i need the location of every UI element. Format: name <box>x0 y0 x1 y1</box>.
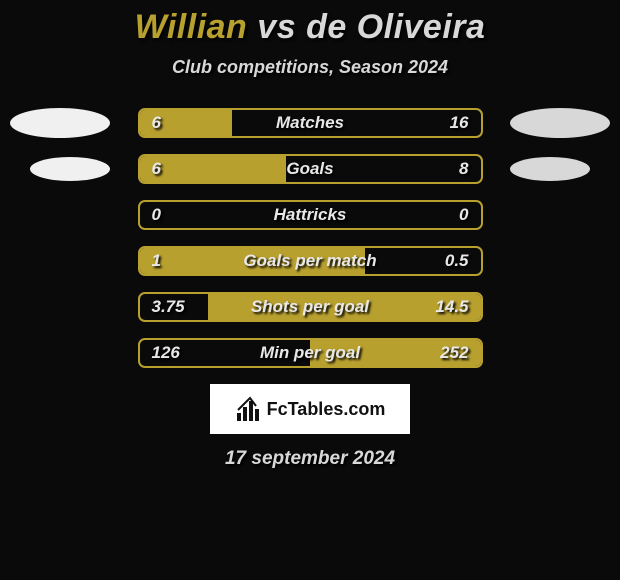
stat-row: Shots per goal3.7514.5 <box>0 292 620 322</box>
subtitle: Club competitions, Season 2024 <box>0 57 620 78</box>
infographic-container: Willian vs de Oliveira Club competitions… <box>0 0 620 470</box>
stat-bar: Hattricks0 0 <box>138 200 483 230</box>
stat-label: Hattricks <box>140 202 481 228</box>
player-badge-left <box>10 108 110 138</box>
stat-value-left: 3.75 <box>140 294 197 320</box>
stat-value-right: 14.5 <box>423 294 480 320</box>
stat-row: Goals6 8 <box>0 154 620 184</box>
stat-value-right: 0.5 <box>433 248 481 274</box>
stat-label: Goals <box>140 156 481 182</box>
stat-value-right: 252 <box>428 340 480 366</box>
stat-bar: Goals per match1 0.5 <box>138 246 483 276</box>
bars-logo-icon <box>235 395 263 423</box>
player-badge-right <box>510 157 590 181</box>
page-title: Willian vs de Oliveira <box>0 8 620 47</box>
stat-value-right: 0 <box>447 202 480 228</box>
title-vs: vs <box>257 8 296 46</box>
stat-label: Goals per match <box>140 248 481 274</box>
stat-value-left: 6 <box>140 110 173 136</box>
stat-bar: Min per goal126252 <box>138 338 483 368</box>
stat-bar: Matches6 16 <box>138 108 483 138</box>
stat-value-left: 126 <box>140 340 192 366</box>
stat-value-left: 6 <box>140 156 173 182</box>
brand-box: FcTables.com <box>210 384 410 434</box>
stat-row: Goals per match1 0.5 <box>0 246 620 276</box>
player-badge-left <box>30 157 110 181</box>
date-label: 17 september 2024 <box>0 448 620 470</box>
stat-bar: Goals6 8 <box>138 154 483 184</box>
stat-row: Min per goal126252 <box>0 338 620 368</box>
player-badge-right <box>510 108 610 138</box>
stat-value-right: 16 <box>438 110 481 136</box>
stat-rows: Matches616Goals68Hattricks00Goals per ma… <box>0 108 620 368</box>
brand-text: FcTables.com <box>267 399 386 420</box>
title-player2: de Oliveira <box>306 8 485 46</box>
stat-bar: Shots per goal3.7514.5 <box>138 292 483 322</box>
title-player1: Willian <box>135 8 248 46</box>
stat-row: Hattricks0 0 <box>0 200 620 230</box>
stat-value-right: 8 <box>447 156 480 182</box>
stat-row: Matches6 16 <box>0 108 620 138</box>
stat-label: Matches <box>140 110 481 136</box>
stat-value-left: 0 <box>140 202 173 228</box>
stat-value-left: 1 <box>140 248 173 274</box>
